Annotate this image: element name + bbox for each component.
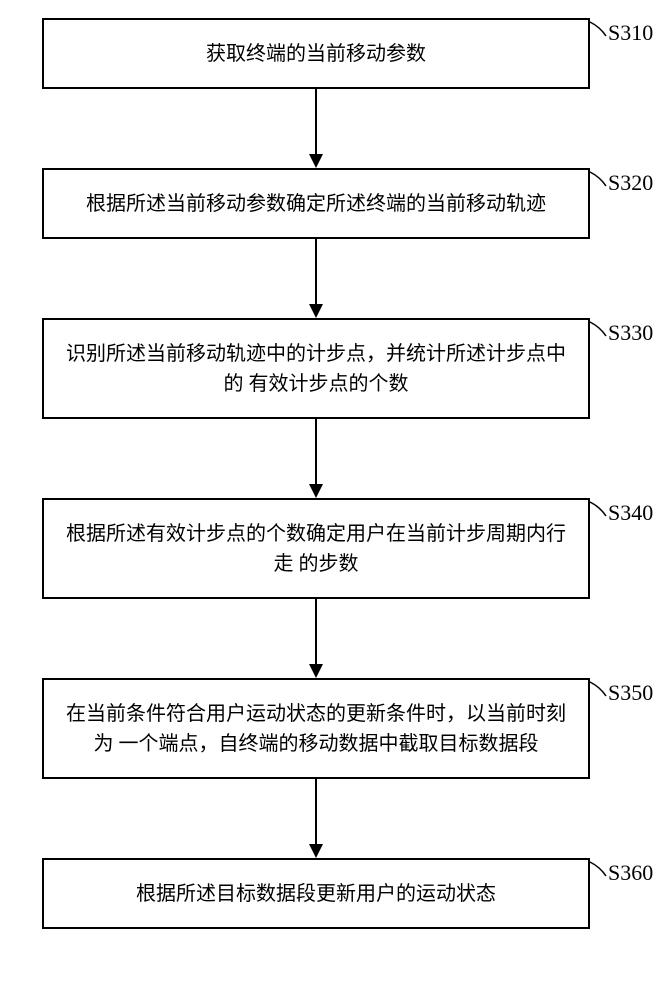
step-label-s320: S320 bbox=[608, 170, 653, 196]
arrow-line bbox=[315, 779, 317, 844]
step-text: 根据所述有效计步点的个数确定用户在当前计步周期内行走 的步数 bbox=[64, 519, 568, 579]
label-tick-4 bbox=[590, 502, 608, 524]
arrow-head-icon bbox=[309, 154, 323, 168]
step-text: 根据所述当前移动参数确定所述终端的当前移动轨迹 bbox=[86, 189, 546, 219]
label-tick-6 bbox=[590, 862, 608, 884]
step-text: 在当前条件符合用户运动状态的更新条件时，以当前时刻为 一个端点，自终端的移动数据… bbox=[64, 699, 568, 759]
arrow-head-icon bbox=[309, 664, 323, 678]
step-box-1: 获取终端的当前移动参数 bbox=[42, 18, 590, 89]
step-box-3: 识别所述当前移动轨迹中的计步点，并统计所述计步点中的 有效计步点的个数 bbox=[42, 318, 590, 419]
label-tick-2 bbox=[590, 172, 608, 194]
step-box-2: 根据所述当前移动参数确定所述终端的当前移动轨迹 bbox=[42, 168, 590, 239]
label-tick-3 bbox=[590, 322, 608, 344]
label-tick-1 bbox=[590, 22, 608, 44]
step-box-6: 根据所述目标数据段更新用户的运动状态 bbox=[42, 858, 590, 929]
arrow-line bbox=[315, 89, 317, 154]
arrow-head-icon bbox=[309, 304, 323, 318]
label-tick-5 bbox=[590, 682, 608, 704]
step-text: 根据所述目标数据段更新用户的运动状态 bbox=[136, 879, 496, 909]
arrow-head-icon bbox=[309, 844, 323, 858]
step-text: 获取终端的当前移动参数 bbox=[206, 39, 426, 69]
arrow-line bbox=[315, 599, 317, 664]
step-box-4: 根据所述有效计步点的个数确定用户在当前计步周期内行走 的步数 bbox=[42, 498, 590, 599]
step-text: 识别所述当前移动轨迹中的计步点，并统计所述计步点中的 有效计步点的个数 bbox=[64, 339, 568, 399]
flowchart-canvas: 获取终端的当前移动参数 根据所述当前移动参数确定所述终端的当前移动轨迹 识别所述… bbox=[0, 0, 668, 1000]
step-label-s340: S340 bbox=[608, 500, 653, 526]
step-label-s310: S310 bbox=[608, 20, 653, 46]
arrow-line bbox=[315, 239, 317, 304]
arrow-line bbox=[315, 419, 317, 484]
arrow-head-icon bbox=[309, 484, 323, 498]
step-label-s350: S350 bbox=[608, 680, 653, 706]
step-label-s360: S360 bbox=[608, 860, 653, 886]
step-label-s330: S330 bbox=[608, 320, 653, 346]
step-box-5: 在当前条件符合用户运动状态的更新条件时，以当前时刻为 一个端点，自终端的移动数据… bbox=[42, 678, 590, 779]
